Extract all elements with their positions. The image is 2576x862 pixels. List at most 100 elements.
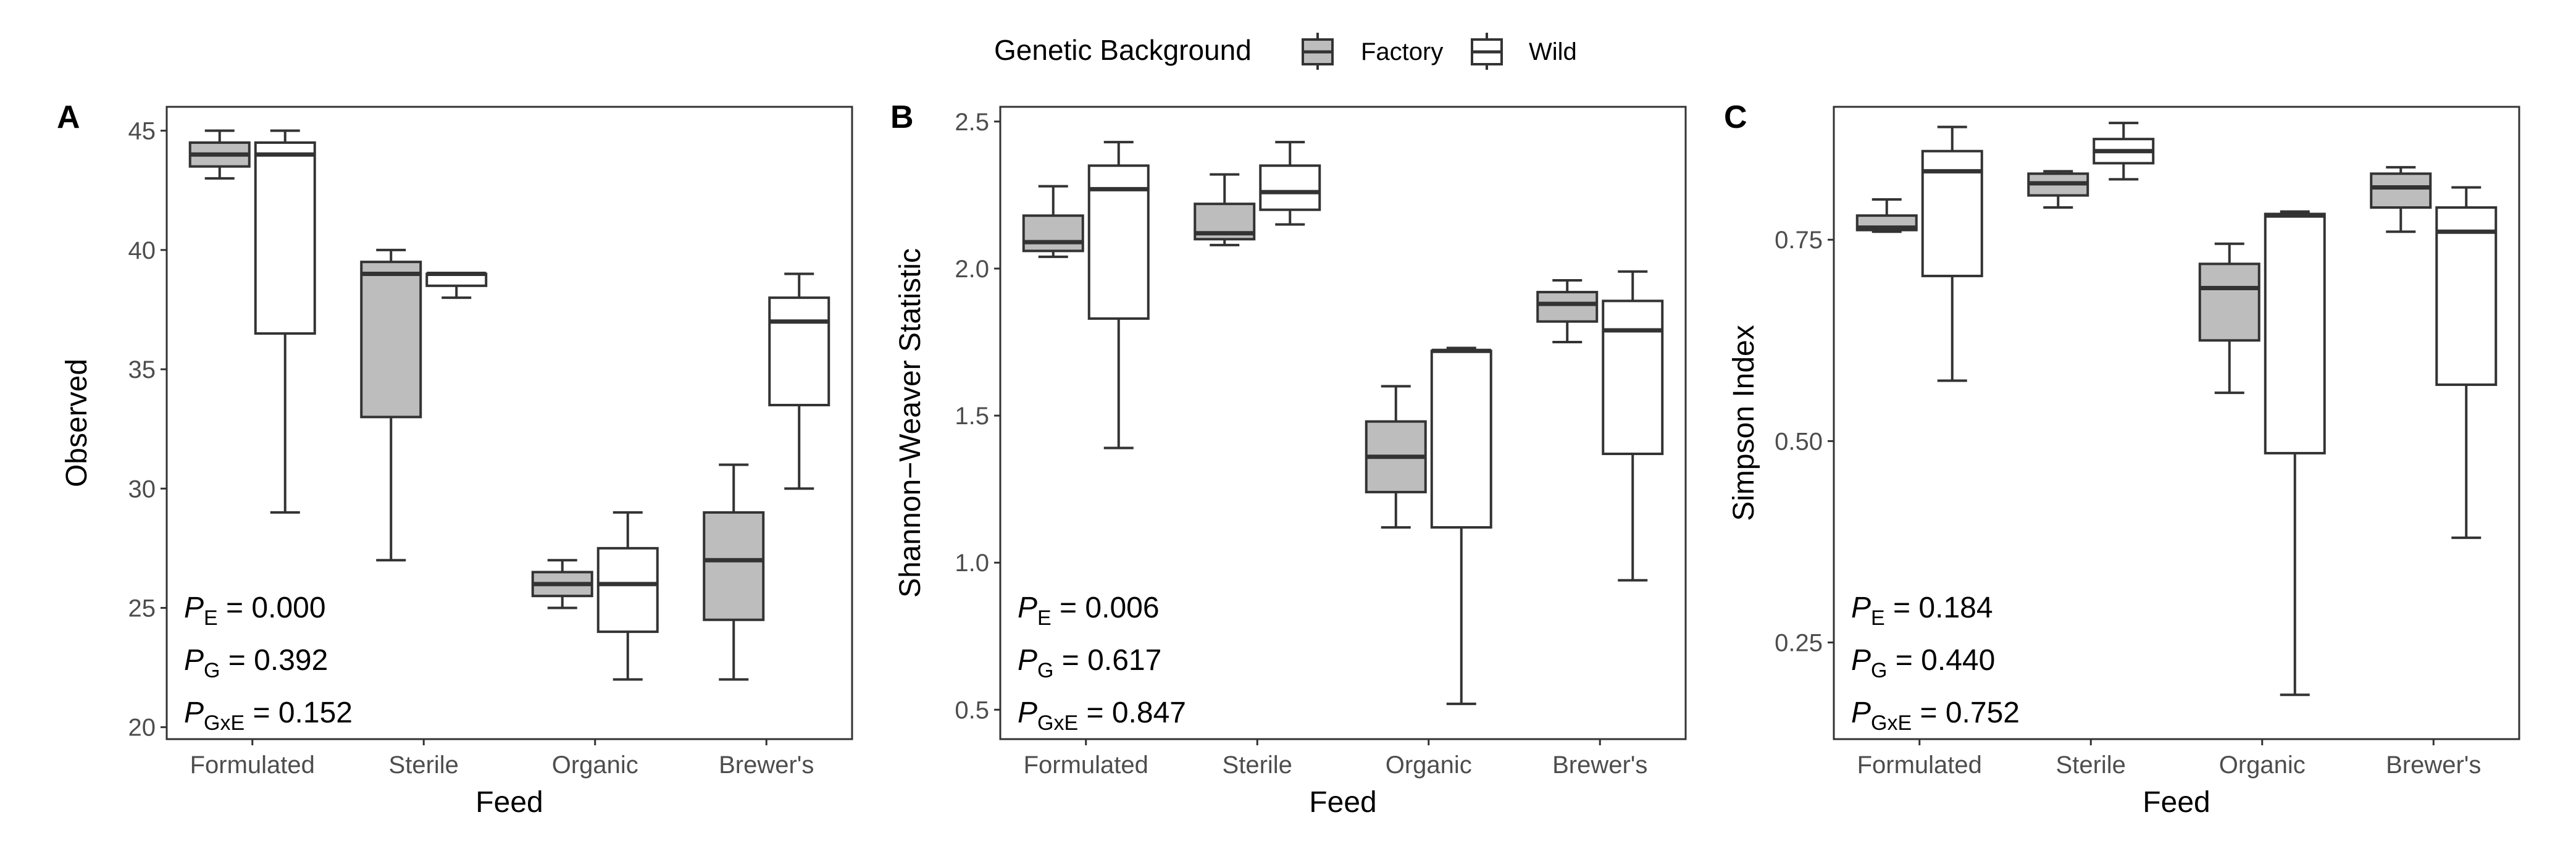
y-tick-label: 2.0 [955,256,989,283]
stat-value: = 0.392 [220,644,328,677]
box-factory-2 [1365,385,1427,529]
stat-annotation: PGxE = 0.152 [184,697,353,735]
box-iqr [1022,214,1084,253]
box-wild-2 [1430,346,1492,705]
stat-value: = 0.752 [1912,697,2020,729]
stat-value: = 0.184 [1885,592,1993,624]
y-tick-label: 0.50 [1775,428,1823,455]
panel-c-chart: C 0.25 0.50 0.75 Formulated Sterile Organic Bre… [1724,99,2520,819]
box-factory-1 [360,248,422,562]
box-iqr [1536,291,1599,323]
stat-p: P [1851,592,1871,624]
stat-subscript: E [1871,606,1885,630]
box-iqr [1430,349,1492,529]
stat-subscript: E [204,606,218,630]
stat-value: = 0.006 [1052,592,1160,624]
y-tick-label: 20 [128,714,156,742]
plot-frame [1833,106,2520,740]
stat-p: P [1018,644,1037,677]
box-wild-3 [2435,186,2498,539]
x-tick-label: Formulated [1857,751,1982,779]
stat-p: P [1851,697,1871,729]
panel-letter: B [890,99,914,135]
box-factory-3 [1536,279,1599,344]
stat-annotation: PGxE = 0.752 [1851,697,2020,735]
box-wild-1 [1259,141,1321,226]
box-iqr [768,296,830,407]
x-tick-label: Sterile [389,751,459,779]
y-axis-title: Observed [61,359,93,487]
stat-subscript: G [204,659,220,682]
panel-letter: A [57,99,80,135]
panel-b: B 0.5 1.0 1.5 2.0 2.5 Formulated Sterile Organic… [858,86,1704,852]
stat-value: = 0.152 [245,697,353,729]
stat-annotation: PE = 0.184 [1851,592,1993,630]
stat-annotation: PGxE = 0.847 [1018,697,1186,735]
box-wild-1 [425,271,488,299]
stat-subscript: G [1871,659,1887,682]
legend-label-factory: Factory [1361,38,1443,65]
x-axis-title: Feed [2143,786,2210,819]
box-iqr [360,261,422,419]
stat-value: = 0.617 [1053,644,1161,677]
x-tick-label: Formulated [1024,751,1148,779]
box-factory-0 [188,129,251,180]
legend: Genetic Background Factory Wild [0,28,2576,77]
panel-c: C 0.25 0.50 0.75 Formulated Sterile Organic Bre… [1692,86,2538,852]
box-wild-3 [1602,270,1664,582]
y-axis-title: Simpson Index [1728,325,1760,521]
box-factory-3 [703,463,765,681]
stat-annotation: PG = 0.440 [1851,644,1995,682]
y-tick-label: 1.0 [955,550,989,577]
box-iqr [2264,212,2326,454]
box-factory-1 [2027,170,2089,209]
box-iqr [2435,206,2498,387]
stat-subscript: G [1037,659,1053,682]
stat-p: P [184,697,204,729]
box-iqr [2198,262,2260,342]
x-axis-title: Feed [475,786,543,819]
stat-annotation: PE = 0.006 [1018,592,1160,630]
x-tick-label: Organic [2219,751,2306,779]
y-tick-label: 2.5 [955,109,989,136]
x-tick-label: Sterile [1223,751,1292,779]
x-tick-label: Brewer's [719,751,814,779]
box-iqr [2370,172,2432,209]
y-tick-label: 40 [128,237,156,264]
x-tick-label: Sterile [2056,751,2126,779]
y-tick-label: 0.25 [1775,629,1823,656]
box-factory-3 [2370,165,2432,233]
y-tick-label: 1.5 [955,403,989,430]
x-tick-label: Organic [552,751,638,779]
legend-svg: Genetic Background Factory Wild [994,33,1577,70]
y-tick-label: 45 [128,118,156,145]
legend-label-wild: Wild [1529,38,1577,65]
y-tick-label: 35 [128,356,156,383]
panel-b-chart: B 0.5 1.0 1.5 2.0 2.5 Formulated Sterile Organic… [890,99,1687,819]
box-wild-0 [1921,125,1983,382]
box-factory-0 [1855,198,1918,233]
panel-a: A 20 25 30 35 40 45 Formulated Sterile Organic Bre… [25,86,871,852]
box-wild-3 [768,272,830,490]
legend-title: Genetic Background [994,34,1252,66]
stat-annotation: PE = 0.000 [184,592,326,630]
y-tick-label: 25 [128,595,156,622]
stat-subscript: GxE [1037,711,1078,735]
box-factory-2 [2198,242,2260,395]
box-iqr [703,511,765,621]
box-iqr [596,546,659,634]
box-factory-2 [531,559,593,609]
y-tick-label: 30 [128,475,156,503]
box-wild-2 [596,511,659,681]
box-iqr [1259,164,1321,211]
x-axis-title: Feed [1309,786,1376,819]
stat-value: = 0.440 [1887,644,1995,677]
box-factory-0 [1022,185,1084,258]
legend-key-wild [1471,33,1503,70]
x-tick-label: Formulated [190,751,315,779]
stat-subscript: GxE [1871,711,1912,735]
panel-letter: C [1724,99,1747,135]
panel-a-chart: A 20 25 30 35 40 45 Formulated Sterile Organic Bre… [57,99,853,819]
plot-frame [999,106,1687,740]
stat-p: P [184,592,204,624]
